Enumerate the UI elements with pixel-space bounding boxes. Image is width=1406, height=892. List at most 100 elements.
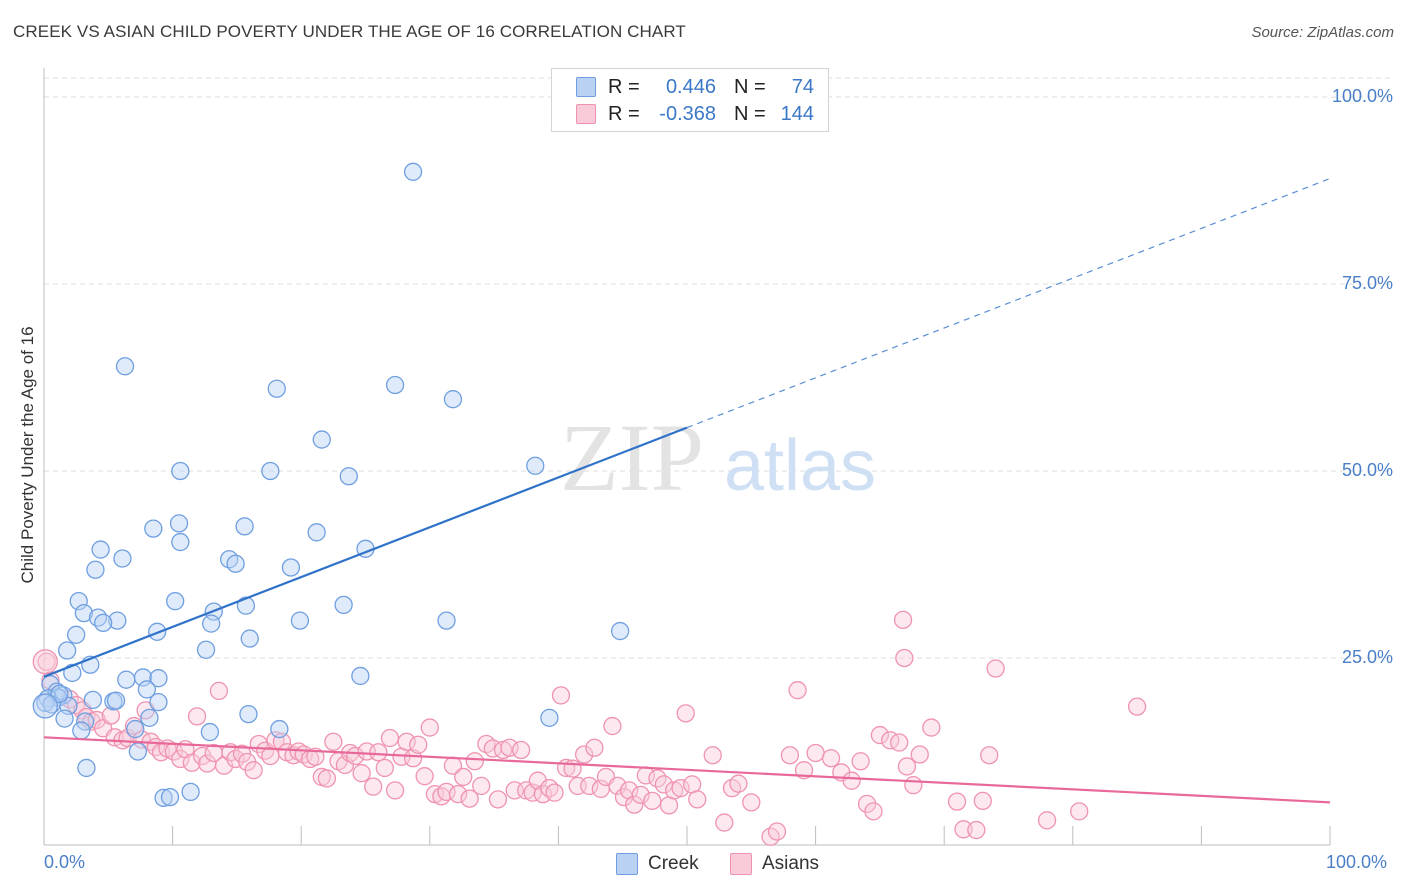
asians-point [403, 749, 423, 768]
asians-point [715, 813, 734, 832]
asians-point [980, 746, 999, 765]
creek-point [108, 611, 127, 630]
asians-point [643, 791, 662, 811]
creek-point [106, 691, 126, 710]
asians-swatch [576, 104, 596, 124]
asians-point [1127, 697, 1147, 716]
asians-point [851, 752, 870, 771]
asians-point [729, 774, 748, 793]
asians-point [742, 793, 761, 812]
asians-point [415, 767, 434, 786]
asians-point [947, 792, 967, 811]
creek-point [236, 596, 256, 615]
asians-point [171, 749, 190, 769]
creek-point [239, 704, 258, 724]
creek-point [307, 523, 326, 542]
asians-point [574, 745, 594, 764]
creek-point [160, 787, 180, 807]
n-label: N = [734, 102, 766, 125]
creek-trend-line [43, 426, 688, 678]
asians-point [1070, 802, 1089, 821]
creek-point [149, 692, 168, 712]
chart-title: CREEK VS ASIAN CHILD POVERTY UNDER THE A… [13, 22, 686, 41]
creek-trend-extension [686, 177, 1331, 429]
creek-point [202, 614, 221, 633]
source-label: Source: ZipAtlas.com [1251, 24, 1394, 41]
creek-point [76, 712, 95, 731]
creek-swatch [576, 77, 596, 97]
asians-point [182, 753, 202, 772]
asians-legend-swatch [730, 853, 752, 875]
asians-point [603, 716, 622, 736]
creek-point [339, 467, 358, 486]
creek-point [149, 669, 168, 688]
legend-item-creek[interactable]: Creek [616, 852, 699, 876]
creek-point [32, 693, 58, 719]
correlation-legend: R = 0.446 N = 74 R = -0.368 N = 144 [551, 68, 829, 132]
asians-point [32, 649, 58, 675]
asians-point [767, 822, 787, 841]
asians-point [437, 782, 456, 802]
asians-point [788, 681, 807, 700]
creek-point [437, 611, 456, 630]
asians-point [364, 777, 383, 796]
asians-point [585, 738, 604, 757]
creek-point [117, 670, 136, 689]
r-value: 0.446 [665, 75, 716, 98]
asians-point [904, 776, 923, 795]
asians-point [967, 820, 986, 840]
x-tick-label-0: 0.0% [44, 852, 86, 872]
creek-point [226, 554, 245, 573]
creek-point [126, 719, 145, 739]
asians-point [335, 755, 355, 775]
asians-point [380, 728, 400, 748]
asians-point [806, 743, 825, 763]
asians-point [375, 758, 394, 778]
legend-item-asians[interactable]: Asians [730, 852, 819, 876]
creek-point [610, 621, 630, 641]
creek-point [200, 722, 220, 742]
creek-series [32, 162, 630, 808]
creek-point [290, 611, 310, 630]
r-label: R = [608, 102, 640, 125]
asians-point [465, 752, 484, 771]
creek-point [281, 558, 301, 577]
asians-trend-line [43, 736, 1331, 804]
asians-point [580, 776, 599, 796]
creek-point [72, 721, 91, 740]
creek-point [351, 666, 370, 686]
creek-point [55, 709, 74, 728]
creek-point [181, 782, 200, 802]
asians-point [895, 648, 914, 668]
trend-lines [43, 177, 1331, 804]
asians-point [676, 704, 695, 723]
asians-point [1037, 811, 1057, 830]
creek-point [171, 461, 190, 481]
creek-point [196, 640, 216, 659]
creek-point [385, 375, 405, 395]
creek-point [91, 540, 110, 559]
r-label: R = [608, 75, 640, 98]
asians-point [986, 659, 1005, 678]
creek-point [137, 680, 157, 699]
asians-point [454, 767, 473, 787]
creek-legend-swatch [616, 853, 638, 875]
creek-point [169, 514, 189, 533]
asians-point [460, 789, 479, 808]
asians-point [352, 764, 371, 783]
creek-point [154, 788, 173, 808]
asians-point [472, 776, 491, 796]
asians-point [842, 771, 861, 790]
asians-point [511, 740, 531, 760]
creek-point [86, 560, 105, 579]
asians-point [551, 686, 571, 705]
asians-point [488, 790, 508, 809]
creek-point [443, 390, 463, 409]
creek-point [261, 461, 280, 481]
asians-point [545, 783, 564, 802]
creek-point [144, 519, 163, 538]
creek-legend-label: Creek [648, 853, 699, 874]
creek-point [128, 742, 148, 761]
creek-point [270, 719, 289, 739]
